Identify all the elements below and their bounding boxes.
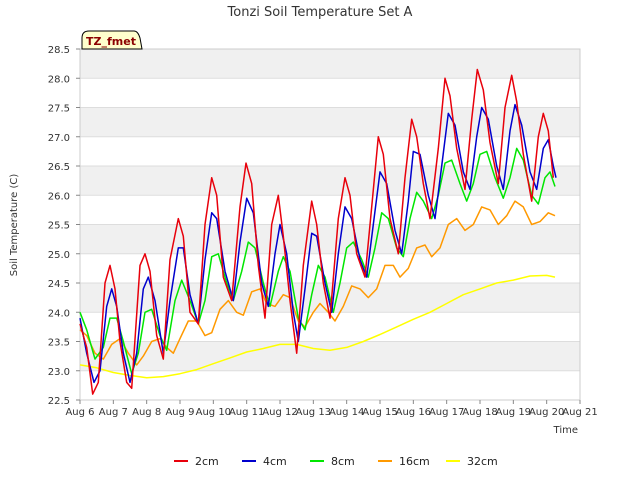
legend: 2cm 4cm 8cm 16cm 32cm — [174, 455, 498, 468]
x-tick-label: Aug 14 — [329, 407, 364, 418]
grid-band — [80, 253, 580, 283]
grid-band — [80, 78, 580, 108]
y-tick-label: 26.5 — [48, 162, 70, 173]
site-badge: TZ_fmet — [81, 30, 143, 50]
grid-band — [80, 341, 580, 371]
x-tick-label: Aug 18 — [462, 407, 497, 418]
x-tick-label: Aug 19 — [496, 407, 531, 418]
y-axis-ticks: 22.5 23.0 23.5 24.0 24.5 25.0 25.5 26.0 26.5 27.0… — [48, 45, 80, 407]
x-tick-label: Aug 15 — [362, 407, 397, 418]
y-tick-label: 23.5 — [48, 338, 70, 349]
legend-item-4cm: 4cm — [242, 455, 287, 468]
legend-item-16cm: 16cm — [378, 455, 430, 468]
y-tick-label: 24.0 — [48, 308, 70, 319]
y-tick-label: 22.5 — [48, 396, 70, 407]
series-line-32cm — [79, 274, 556, 379]
x-tick-label: Aug 9 — [165, 407, 194, 418]
y-tick-label: 24.5 — [48, 279, 70, 290]
y-tick-label: 23.0 — [48, 367, 70, 378]
grid-band — [80, 136, 580, 166]
y-tick-label: 28.5 — [48, 45, 70, 56]
y-tick-label: 25.5 — [48, 221, 70, 232]
legend-label: 4cm — [263, 455, 287, 468]
series-layer — [79, 68, 557, 395]
legend-item-32cm: 32cm — [446, 455, 498, 468]
grid-band — [80, 224, 580, 254]
x-tick-label: Aug 13 — [296, 407, 331, 418]
legend-label: 32cm — [467, 455, 498, 468]
legend-item-8cm: 8cm — [310, 455, 355, 468]
y-tick-label: 28.0 — [48, 74, 70, 85]
legend-label: 2cm — [195, 455, 219, 468]
x-axis-label: Time — [553, 425, 578, 436]
y-tick-label: 25.0 — [48, 250, 70, 261]
badge-shape — [81, 30, 143, 50]
legend-item-2cm: 2cm — [174, 455, 219, 468]
grid-band — [80, 49, 580, 79]
y-tick-label: 26.0 — [48, 191, 70, 202]
badge-label: TZ_fmet — [86, 35, 136, 48]
legend-label: 8cm — [331, 455, 355, 468]
x-tick-label: Aug 17 — [429, 407, 464, 418]
x-tick-label: Aug 12 — [262, 407, 297, 418]
x-tick-label: Aug 11 — [229, 407, 264, 418]
series-line-2cm — [79, 68, 555, 395]
grid-band — [80, 195, 580, 225]
y-tick-label: 27.5 — [48, 104, 70, 115]
series-line-16cm — [79, 200, 556, 366]
x-tick-label: Aug 8 — [132, 407, 161, 418]
legend-label: 16cm — [399, 455, 430, 468]
x-tick-label: Aug 21 — [562, 407, 597, 418]
y-axis-label: Soil Temperature (C) — [9, 174, 20, 277]
grid-band — [80, 107, 580, 137]
chart-title: Tonzi Soil Temperature Set A — [227, 5, 413, 20]
y-tick-label: 27.0 — [48, 133, 70, 144]
x-tick-label: Aug 7 — [99, 407, 128, 418]
series-line-4cm — [79, 103, 557, 384]
grid-band — [80, 370, 580, 400]
x-tick-label: Aug 6 — [65, 407, 94, 418]
x-tick-label: Aug 20 — [529, 407, 564, 418]
x-tick-label: Aug 10 — [196, 407, 231, 418]
x-tick-label: Aug 16 — [396, 407, 431, 418]
